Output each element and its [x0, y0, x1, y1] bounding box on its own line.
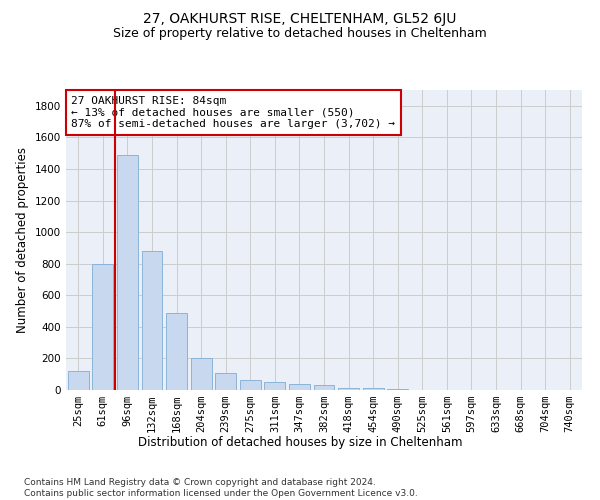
- Bar: [92, 264, 113, 390]
- Bar: [362, 388, 383, 390]
- Bar: [289, 384, 310, 390]
- Bar: [191, 358, 212, 390]
- Text: Distribution of detached houses by size in Cheltenham: Distribution of detached houses by size …: [138, 436, 462, 449]
- Text: 27 OAKHURST RISE: 84sqm
← 13% of detached houses are smaller (550)
87% of semi-d: 27 OAKHURST RISE: 84sqm ← 13% of detache…: [71, 96, 395, 129]
- Bar: [117, 154, 138, 390]
- Bar: [215, 374, 236, 390]
- Text: Size of property relative to detached houses in Cheltenham: Size of property relative to detached ho…: [113, 28, 487, 40]
- Bar: [240, 380, 261, 390]
- Text: Contains HM Land Registry data © Crown copyright and database right 2024.
Contai: Contains HM Land Registry data © Crown c…: [24, 478, 418, 498]
- Bar: [166, 312, 187, 390]
- Bar: [68, 371, 89, 390]
- Bar: [265, 382, 286, 390]
- Bar: [314, 386, 334, 390]
- Bar: [142, 251, 163, 390]
- Bar: [387, 389, 408, 390]
- Bar: [338, 388, 359, 390]
- Text: 27, OAKHURST RISE, CHELTENHAM, GL52 6JU: 27, OAKHURST RISE, CHELTENHAM, GL52 6JU: [143, 12, 457, 26]
- Y-axis label: Number of detached properties: Number of detached properties: [16, 147, 29, 333]
